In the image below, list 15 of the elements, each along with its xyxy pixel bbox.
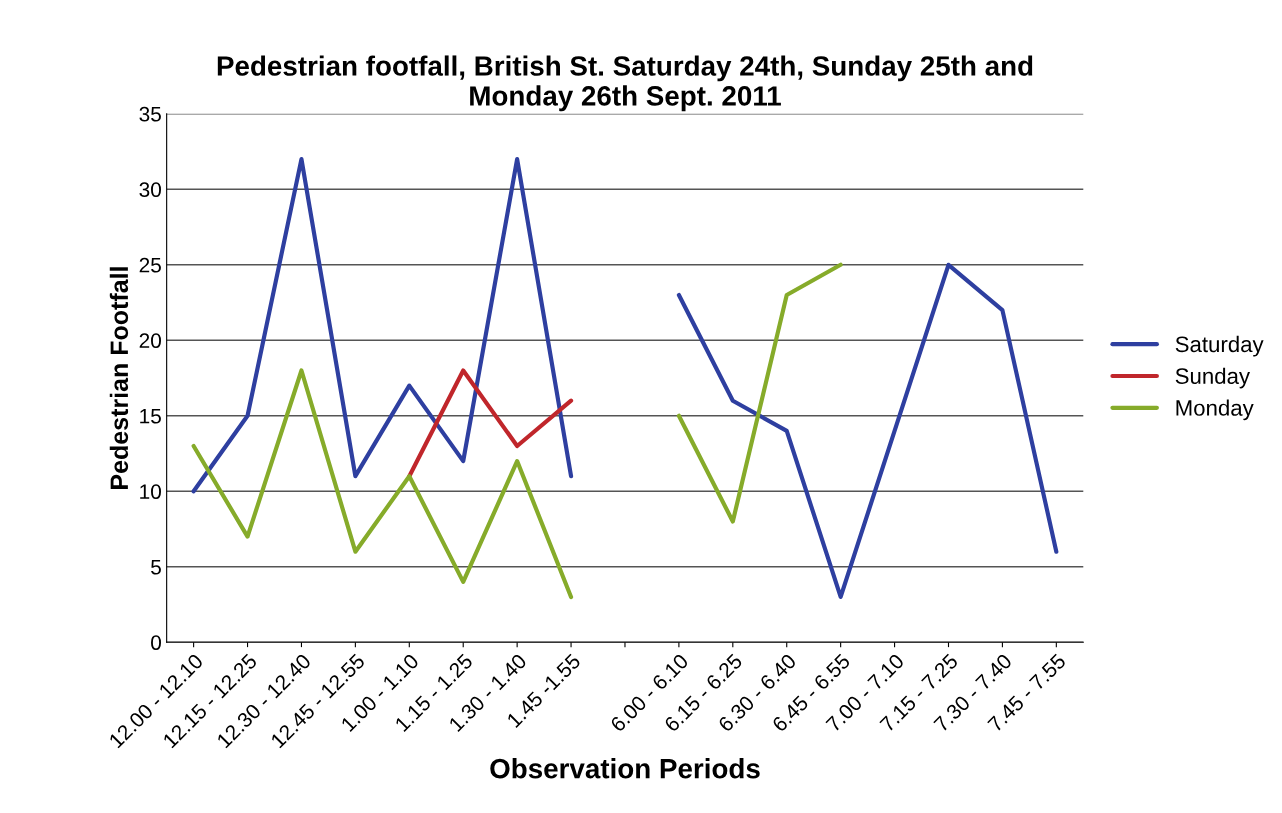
y-tick-label: 15 — [140, 409, 161, 424]
y-tick-label: 5 — [151, 559, 161, 575]
y-tick-label: 0 — [151, 635, 161, 651]
y-tick-label: 20 — [139, 333, 161, 349]
line-series — [407, 368, 574, 479]
y-tick-label: 30 — [139, 182, 161, 198]
y-tick-label: 10 — [140, 484, 161, 500]
legend-label: Sunday — [1175, 367, 1251, 389]
y-tick-label: 25 — [139, 257, 161, 273]
legend-label: Monday — [1176, 399, 1254, 421]
legend-label: Saturday — [1175, 335, 1264, 357]
chart-title: Pedestrian footfall, British St. Saturday 24th, Sunday 25th and Monday 26th Sept. 2011 — [217, 55, 1033, 112]
x-axis-title: Observation Periods — [490, 758, 760, 779]
y-tick-label: 35 — [139, 106, 161, 122]
y-axis-title: Pedestrian Footfall — [109, 267, 129, 489]
